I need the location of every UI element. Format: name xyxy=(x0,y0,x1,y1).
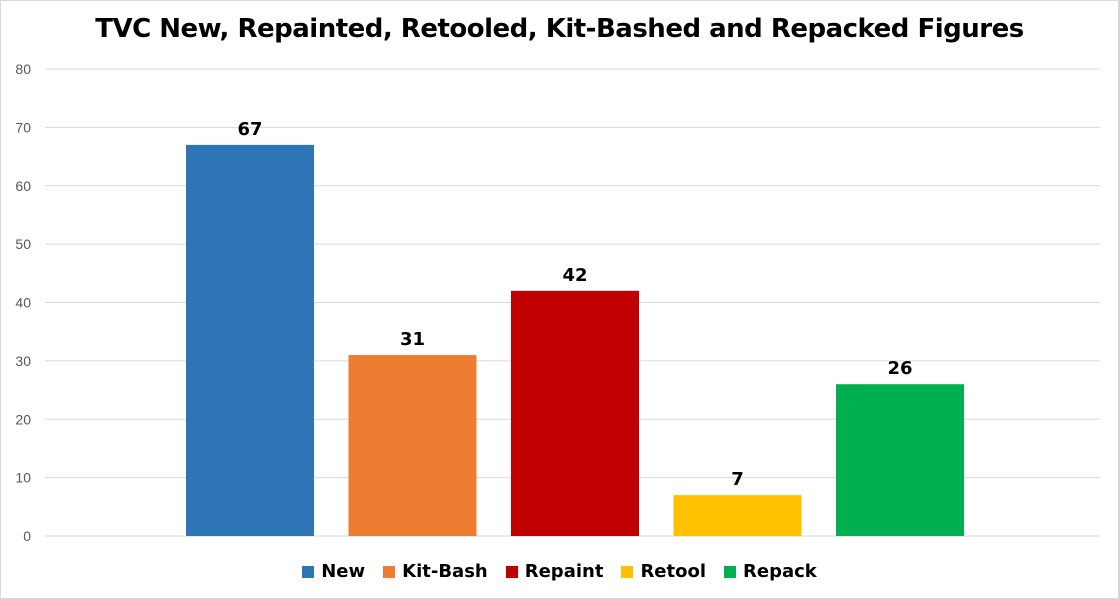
legend-item: Kit-Bash xyxy=(383,561,488,582)
legend-label: Retool xyxy=(640,561,707,582)
legend-label: New xyxy=(321,561,366,582)
legend-swatch xyxy=(505,565,518,578)
chart-title: TVC New, Repainted, Retooled, Kit-Bashed… xyxy=(95,14,1024,44)
y-tick-label: 40 xyxy=(15,295,31,311)
legend-swatch xyxy=(302,565,315,578)
y-tick-label: 20 xyxy=(15,411,31,427)
legend-label: Repack xyxy=(743,561,817,582)
bar-kit-bash xyxy=(348,355,477,536)
y-tick-label: 10 xyxy=(15,470,31,486)
bar-retool xyxy=(673,495,802,536)
data-label: 31 xyxy=(400,329,425,350)
y-tick-label: 80 xyxy=(15,61,31,77)
legend-item: Repaint xyxy=(505,561,604,582)
bar-new xyxy=(186,144,314,536)
y-tick-label: 60 xyxy=(15,178,31,194)
y-tick-label: 50 xyxy=(15,236,31,252)
y-tick-label: 0 xyxy=(23,528,31,544)
data-label: 42 xyxy=(562,265,587,286)
legend-item: Repack xyxy=(724,561,817,582)
data-label: 7 xyxy=(731,469,744,490)
data-label: 67 xyxy=(237,119,262,140)
legend-item: Retool xyxy=(621,561,706,582)
legend-swatch xyxy=(724,565,737,578)
data-label: 26 xyxy=(887,358,912,379)
y-tick-label: 70 xyxy=(15,119,31,135)
bar-repaint xyxy=(511,290,639,536)
legend-label: Kit-Bash xyxy=(402,561,488,582)
legend-item: New xyxy=(302,561,365,582)
y-tick-label: 30 xyxy=(15,353,31,369)
legend: New Kit-Bash Repaint Retool Repack xyxy=(0,561,1119,582)
legend-swatch xyxy=(383,565,396,578)
legend-swatch xyxy=(621,565,634,578)
bar-repack xyxy=(836,384,964,536)
legend-label: Repaint xyxy=(524,561,604,582)
